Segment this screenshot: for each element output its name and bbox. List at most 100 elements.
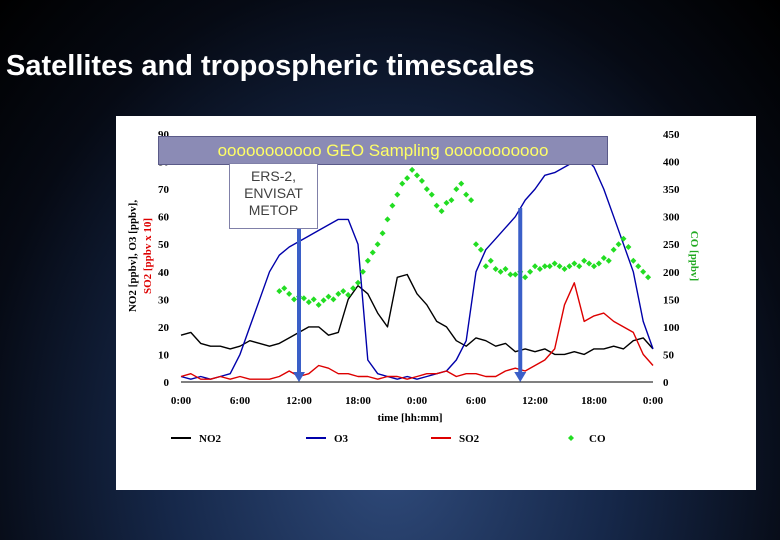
y-right-tick-label: 150 xyxy=(663,294,680,306)
co-data-point xyxy=(576,263,583,270)
co-data-point xyxy=(473,241,479,248)
co-data-point xyxy=(600,255,607,261)
co-data-point xyxy=(286,290,293,297)
co-data-point xyxy=(487,257,494,264)
leo-satellites-box: ERS-2, ENVISAT METOP xyxy=(229,163,318,229)
y-axis-left-title-1: NO2 [ppbv], O3 [ppbv], xyxy=(127,200,139,312)
co-data-point xyxy=(305,299,312,306)
co-data-point xyxy=(463,191,470,198)
chart-svg: 0102030405060708090 05010015020025030035… xyxy=(127,129,700,445)
co-data-point xyxy=(640,268,647,275)
y-right-tick-label: 200 xyxy=(663,267,680,279)
co-data-point xyxy=(453,186,460,193)
co-data-point xyxy=(364,257,371,264)
co-data-point xyxy=(300,295,307,302)
co-data-point xyxy=(335,290,342,297)
y-right-tick-label: 100 xyxy=(663,322,680,334)
x-axis: 0:00 6:00 12:00 18:00 0:00 6:00 12:00 18:00 0:00 xyxy=(171,395,664,407)
co-data-point xyxy=(561,266,568,273)
co-data-point xyxy=(635,263,642,270)
co-data-point xyxy=(438,208,445,215)
co-data-point xyxy=(379,230,386,237)
y-left-tick-label: 30 xyxy=(158,294,170,306)
overpass-marker-head xyxy=(293,372,305,382)
co-data-point xyxy=(645,274,652,281)
leo-satellite-label: ENVISAT xyxy=(244,185,303,201)
x-tick-label: 18:00 xyxy=(345,395,371,407)
x-tick-label: 0:00 xyxy=(407,395,428,407)
co-data-point xyxy=(404,175,411,182)
x-tick-label: 0:00 xyxy=(171,395,192,407)
co-data-point xyxy=(281,285,288,292)
geo-sampling-banner: ooooooooooo GEO Sampling ooooooooooo xyxy=(158,136,608,165)
x-tick-label: 12:00 xyxy=(286,395,312,407)
co-data-point xyxy=(325,293,332,300)
y-axis-right: 0 50 100 150 200 250 300 350 400 450 xyxy=(663,129,680,389)
y-right-tick-label: 0 xyxy=(663,377,669,389)
x-tick-label: 18:00 xyxy=(581,395,607,407)
y-right-tick-label: 250 xyxy=(663,239,680,251)
series-group xyxy=(180,155,654,380)
legend-label-no2: NO2 xyxy=(199,433,222,445)
legend-label-co: CO xyxy=(589,433,606,445)
co-data-point xyxy=(433,202,440,209)
co-data-point xyxy=(615,241,622,248)
co-data-point xyxy=(541,263,548,270)
co-data-point xyxy=(546,263,553,270)
co-data-point xyxy=(394,191,401,198)
overpass-marker-head xyxy=(514,372,527,382)
co-data-point xyxy=(527,268,534,275)
leo-satellite-label: ERS-2, xyxy=(250,168,297,184)
no2-series-line xyxy=(180,273,654,356)
x-tick-label: 6:00 xyxy=(466,395,487,407)
co-data-point xyxy=(556,263,563,270)
co-data-point xyxy=(591,263,597,270)
x-tick-label: 0:00 xyxy=(643,395,664,407)
y-left-tick-label: 20 xyxy=(158,322,170,334)
y-axis-left: 0102030405060708090 xyxy=(158,129,170,389)
y-right-tick-label: 350 xyxy=(663,184,680,196)
chart-panel: 0102030405060708090 05010015020025030035… xyxy=(116,116,756,490)
co-data-point xyxy=(507,271,514,278)
slide-title: Satellites and tropospheric timescales xyxy=(6,50,535,82)
co-data-point xyxy=(502,266,509,273)
so2-series-line xyxy=(180,282,654,380)
y-right-tick-label: 300 xyxy=(663,212,680,224)
co-data-point xyxy=(399,180,406,187)
legend-label-so2: SO2 xyxy=(459,433,480,445)
x-tick-label: 12:00 xyxy=(522,395,548,407)
co-data-point xyxy=(482,263,489,270)
co-data-point xyxy=(497,268,504,275)
x-axis-title: time [hh:mm] xyxy=(377,412,442,424)
co-data-point xyxy=(359,268,366,275)
y-axis-left-title-2: SO2 [ppbv x 10] xyxy=(142,218,154,294)
y-left-tick-label: 0 xyxy=(164,377,170,389)
co-data-point xyxy=(492,266,499,273)
legend-label-o3: O3 xyxy=(334,433,349,445)
overpass-markers xyxy=(293,208,527,382)
y-left-tick-label: 50 xyxy=(158,239,170,251)
co-data-point xyxy=(418,177,425,184)
y-left-tick-label: 10 xyxy=(158,349,170,361)
co-data-point xyxy=(522,274,529,281)
co-data-point xyxy=(566,263,573,270)
co-data-point xyxy=(512,271,519,278)
y-left-tick-label: 60 xyxy=(158,212,170,224)
co-data-point xyxy=(350,285,357,292)
co-data-point xyxy=(620,235,627,242)
co-data-point xyxy=(468,197,475,204)
co-data-point xyxy=(320,297,327,304)
y-right-tick-label: 400 xyxy=(663,157,680,169)
x-tick-label: 6:00 xyxy=(230,395,251,407)
co-data-point xyxy=(610,246,617,253)
co-data-point xyxy=(389,202,396,209)
co-data-point xyxy=(581,257,588,264)
co-data-point xyxy=(315,301,322,308)
co-data-point xyxy=(428,191,435,198)
co-data-point xyxy=(414,172,420,179)
co-data-point xyxy=(374,241,381,248)
y-left-tick-label: 40 xyxy=(158,267,170,279)
co-data-point xyxy=(532,263,538,270)
co-data-point xyxy=(448,197,455,204)
legend-swatch-co xyxy=(568,435,574,441)
